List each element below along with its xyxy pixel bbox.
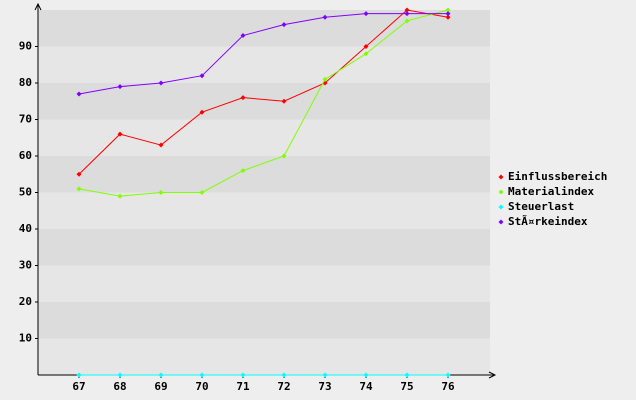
data-point (281, 22, 287, 28)
data-point (76, 186, 82, 192)
grid-band (38, 10, 490, 47)
y-tick-label: 90 (19, 40, 32, 53)
x-tick-label: 70 (195, 380, 208, 393)
data-point (117, 193, 123, 199)
data-point (404, 7, 410, 13)
x-tick-label: 74 (359, 380, 373, 393)
grid-band (38, 338, 490, 375)
data-point (76, 171, 82, 177)
legend-label: Einflussbereich (508, 170, 607, 183)
data-point (76, 91, 82, 97)
grid-band (38, 302, 490, 339)
x-tick-label: 67 (72, 380, 85, 393)
data-point (445, 7, 451, 13)
y-tick-label: 60 (19, 149, 32, 162)
x-tick-label: 72 (277, 380, 290, 393)
y-tick-label: 80 (19, 76, 32, 89)
data-point (117, 372, 123, 378)
data-point (445, 11, 451, 17)
data-point (117, 131, 123, 137)
data-point (199, 372, 205, 378)
y-axis-arrow (34, 2, 42, 11)
y-tick-label: 70 (19, 113, 32, 126)
data-point (158, 372, 164, 378)
y-tick-label: 40 (19, 222, 32, 235)
legend-label: Steuerlast (508, 200, 574, 213)
data-point (158, 80, 164, 86)
y-tick-label: 20 (19, 295, 32, 308)
data-point (240, 33, 246, 39)
data-point (158, 190, 164, 195)
data-point (404, 18, 410, 24)
x-tick-label: 76 (441, 380, 455, 393)
data-point (445, 14, 451, 20)
legend-marker (498, 204, 504, 210)
data-point (281, 372, 287, 378)
data-point (281, 153, 287, 159)
legend-marker (498, 174, 504, 180)
data-point (363, 51, 369, 57)
data-point (199, 190, 205, 195)
data-point (322, 14, 328, 20)
x-axis-arrow (488, 371, 497, 379)
series-line (78, 13, 448, 95)
grid-band (38, 46, 490, 83)
legend-marker (498, 219, 504, 225)
grid-band (38, 119, 490, 156)
x-tick-label: 69 (154, 380, 167, 393)
data-point (363, 372, 369, 378)
data-point (322, 372, 328, 378)
series-line (78, 9, 449, 197)
grid-band (38, 265, 490, 302)
data-point (199, 109, 205, 115)
grid-band (38, 83, 490, 120)
data-point (240, 95, 246, 101)
data-point (158, 142, 164, 148)
grid-band (38, 192, 490, 229)
series-line (78, 9, 449, 175)
data-point (199, 73, 205, 79)
data-point (363, 44, 369, 49)
legend-label: Materialindex (508, 185, 594, 198)
data-point (322, 76, 328, 82)
y-tick-label: 30 (19, 259, 32, 272)
data-point (281, 98, 287, 104)
data-point (445, 372, 451, 378)
data-point (240, 168, 246, 174)
data-point (363, 11, 369, 17)
data-point (117, 84, 123, 90)
x-tick-label: 73 (318, 380, 331, 393)
legend-label: StÃ¤rkeindex (508, 215, 588, 228)
grid-band (38, 229, 490, 266)
data-point (404, 372, 410, 378)
y-tick-label: 10 (19, 332, 32, 345)
x-tick-label: 75 (400, 380, 413, 393)
data-point (404, 11, 410, 17)
data-point (240, 372, 246, 378)
y-tick-label: 50 (19, 186, 32, 199)
x-tick-label: 71 (236, 380, 250, 393)
data-point (76, 372, 82, 378)
legend-marker (498, 189, 504, 195)
x-tick-label: 68 (113, 380, 126, 393)
grid-band (38, 156, 490, 193)
